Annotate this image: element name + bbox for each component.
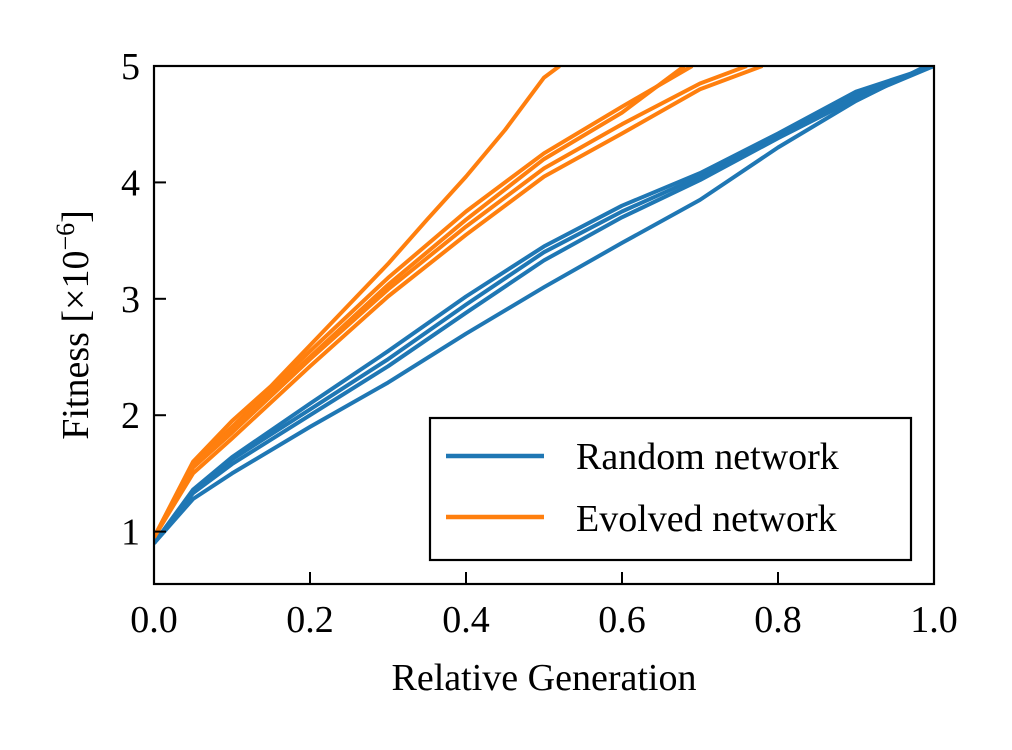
y-tick-label: 2 [121,395,140,437]
x-axis-label: Relative Generation [392,657,697,699]
series-line-random-network-3 [154,66,928,545]
y-ticks: 1 2 3 4 5 [121,46,166,554]
series-layer [154,66,934,545]
series-line-evolved-network-4 [154,66,561,539]
y-axis-label-suffix: ] [55,210,97,223]
y-tick-label: 5 [121,46,140,88]
legend-label-evolved: Evolved network [576,498,837,540]
y-tick-label: 4 [121,162,140,204]
y-axis-label-exponent: −6 [51,223,80,251]
x-tick-label: 0.0 [130,599,178,641]
y-tick-label: 1 [121,512,140,554]
x-tick-label: 0.6 [598,599,646,641]
series-line-random-network-1 [154,66,934,545]
x-tick-label: 0.2 [286,599,334,641]
x-tick-label: 1.0 [910,599,958,641]
x-tick-label: 0.4 [442,599,490,641]
y-tick-label: 3 [121,279,140,321]
y-axis-label: Fitness [×10−6] [51,210,97,440]
plot-frame [152,64,936,586]
series-line-evolved-network-5 [154,66,748,539]
legend: Random network Evolved network [428,416,913,562]
legend-box [428,416,913,562]
series-line-random-network-2 [154,66,934,545]
legend-label-random: Random network [576,436,839,478]
series-line-evolved-network-8 [154,66,686,539]
x-ticks: 0.0 0.2 0.4 0.6 0.8 1.0 [130,572,958,641]
x-tick-label: 0.8 [754,599,802,641]
series-line-evolved-network-7 [154,66,764,539]
